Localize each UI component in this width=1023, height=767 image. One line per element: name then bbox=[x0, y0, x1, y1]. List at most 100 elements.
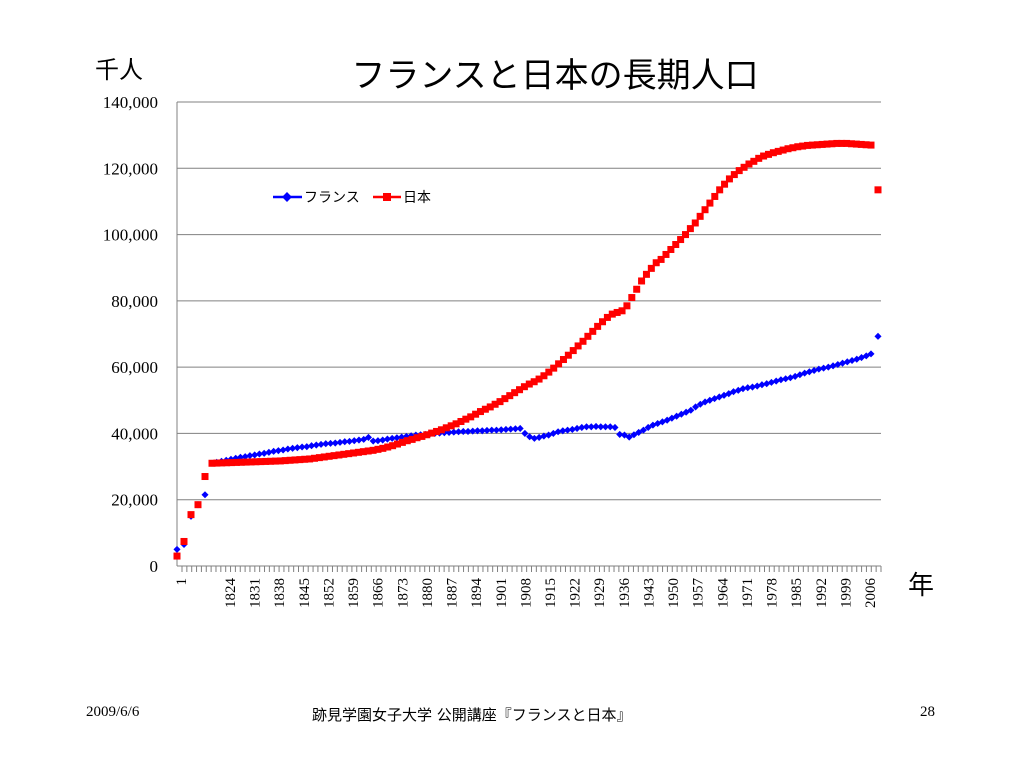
x-tick-label: 1824 bbox=[223, 578, 239, 609]
x-unit-label: 年 bbox=[908, 571, 935, 601]
data-point bbox=[677, 236, 685, 244]
x-tick-label: 1964 bbox=[715, 578, 731, 609]
data-point bbox=[428, 429, 436, 437]
data-point bbox=[180, 537, 188, 545]
data-point bbox=[784, 145, 792, 153]
data-point bbox=[740, 163, 748, 171]
series-france bbox=[173, 332, 882, 553]
data-point bbox=[815, 365, 823, 373]
data-point bbox=[298, 443, 306, 451]
data-point bbox=[286, 456, 294, 464]
data-point bbox=[442, 424, 450, 432]
data-point bbox=[473, 427, 482, 435]
x-tick-labels: 1 1824 1831 1838 1845 1852 1859 1866 1873 1880 188… bbox=[174, 578, 879, 609]
x-tick-label: 1894 bbox=[469, 578, 485, 609]
data-point bbox=[540, 432, 548, 440]
x-tick-label: 1943 bbox=[641, 578, 657, 608]
data-point bbox=[530, 378, 538, 386]
y-tick-label: 120,000 bbox=[103, 159, 158, 178]
data-point bbox=[540, 372, 548, 380]
data-point bbox=[874, 332, 882, 340]
x-tick-label: 1859 bbox=[346, 578, 362, 608]
data-point bbox=[638, 277, 646, 285]
data-point bbox=[818, 140, 826, 148]
data-point bbox=[237, 458, 245, 466]
data-point bbox=[312, 441, 320, 449]
data-point bbox=[187, 511, 195, 519]
data-point bbox=[413, 434, 421, 442]
x-tick-label: 1929 bbox=[592, 578, 608, 608]
data-point bbox=[545, 368, 553, 376]
y-tick-label: 100,000 bbox=[103, 226, 158, 245]
data-point bbox=[447, 422, 455, 430]
data-point bbox=[483, 426, 491, 434]
data-point bbox=[364, 433, 372, 441]
data-point bbox=[289, 444, 297, 452]
data-point bbox=[782, 375, 790, 383]
data-point bbox=[799, 142, 807, 150]
x-tick-label: 1992 bbox=[814, 578, 830, 608]
data-point bbox=[469, 427, 477, 435]
data-point bbox=[823, 140, 831, 148]
data-point bbox=[464, 427, 472, 435]
data-point bbox=[213, 459, 221, 467]
x-tick-label: 1887 bbox=[445, 578, 461, 609]
y-unit-label: 千人 bbox=[95, 56, 143, 84]
data-point bbox=[379, 436, 387, 444]
x-tick-label: 1873 bbox=[395, 578, 411, 608]
data-point bbox=[454, 428, 463, 436]
data-point bbox=[511, 389, 519, 397]
data-point bbox=[862, 141, 870, 149]
data-point bbox=[251, 451, 259, 459]
data-point bbox=[808, 141, 816, 149]
data-point bbox=[306, 455, 314, 463]
data-point bbox=[201, 473, 209, 481]
data-point bbox=[242, 458, 250, 466]
data-point bbox=[384, 443, 392, 451]
legend-label-france: フランス bbox=[304, 190, 360, 206]
data-point bbox=[241, 453, 249, 461]
x-tick-label: 1950 bbox=[666, 578, 682, 608]
x-tick-label: 1852 bbox=[321, 578, 337, 608]
data-point bbox=[564, 426, 572, 434]
data-point bbox=[457, 417, 465, 425]
data-point bbox=[559, 356, 567, 364]
data-point bbox=[597, 423, 605, 431]
data-point bbox=[501, 395, 509, 403]
data-point bbox=[701, 206, 709, 214]
data-point bbox=[608, 310, 616, 318]
data-point bbox=[393, 434, 401, 442]
y-tick-labels: 0 20,000 40,000 60,000 80,000 100,000 120,000 1… bbox=[103, 93, 158, 576]
data-point bbox=[568, 425, 576, 433]
data-point bbox=[833, 139, 841, 147]
data-point bbox=[672, 241, 680, 249]
data-point bbox=[682, 231, 690, 239]
data-point bbox=[284, 445, 292, 453]
data-point bbox=[296, 456, 304, 464]
x-tick-label: 1985 bbox=[789, 578, 805, 608]
data-point bbox=[374, 445, 382, 453]
data-point bbox=[867, 350, 875, 358]
data-point bbox=[618, 307, 626, 315]
data-point bbox=[194, 501, 202, 509]
chart-title: フランスと日本の長期人口 bbox=[351, 56, 759, 96]
data-point bbox=[535, 375, 543, 383]
data-point bbox=[647, 264, 655, 272]
data-point bbox=[662, 250, 670, 258]
data-point bbox=[322, 440, 330, 448]
data-point bbox=[326, 439, 335, 447]
data-point bbox=[476, 408, 484, 416]
data-point bbox=[208, 459, 216, 467]
data-point bbox=[262, 457, 270, 465]
data-point bbox=[739, 385, 747, 393]
data-point bbox=[628, 294, 636, 302]
legend-marker-japan bbox=[383, 193, 391, 201]
data-point bbox=[764, 150, 772, 158]
data-point bbox=[852, 140, 860, 148]
data-point bbox=[657, 255, 665, 263]
data-point bbox=[452, 420, 460, 428]
x-tick-label: 1831 bbox=[248, 578, 264, 608]
data-point bbox=[223, 459, 231, 467]
data-point bbox=[587, 423, 595, 431]
